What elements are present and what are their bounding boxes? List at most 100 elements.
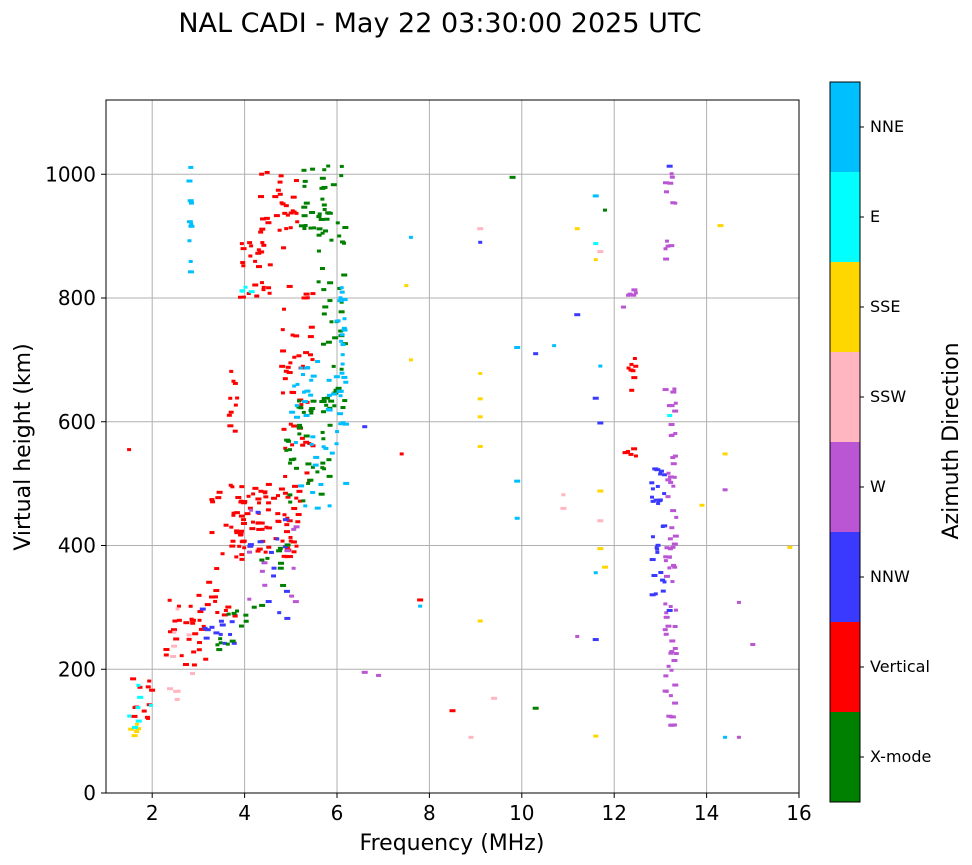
data-cell-x-mode	[324, 403, 329, 407]
data-cell-x-mode	[301, 499, 306, 503]
data-cell-vertical	[234, 529, 240, 533]
data-point-nnw	[592, 396, 599, 400]
data-cell-vertical	[241, 264, 246, 268]
data-cell-vertical	[203, 657, 209, 661]
data-cell-nnw	[209, 625, 215, 629]
data-cell-w	[670, 390, 677, 394]
data-cell-vertical	[226, 413, 232, 417]
data-cell-x-mode	[328, 399, 335, 403]
data-cell-x-mode	[309, 411, 314, 415]
y-tick-label: 1000	[45, 162, 96, 186]
data-cell-w	[671, 484, 676, 488]
data-cell-nne	[293, 441, 298, 445]
data-cell-nnw	[265, 600, 272, 604]
data-cell-vertical	[206, 580, 213, 584]
data-point-sse	[593, 734, 599, 738]
data-cell-w	[630, 293, 637, 297]
data-cell-nne	[338, 296, 343, 300]
data-cell-vertical	[221, 613, 228, 617]
data-point-nnw	[666, 164, 673, 168]
data-cell-nnw	[277, 611, 282, 615]
data-cell-x-mode	[327, 281, 334, 285]
data-cell-x-mode	[288, 458, 295, 462]
data-cell-w	[662, 388, 669, 392]
data-cell-nnw	[257, 540, 264, 544]
data-cell-nne	[289, 410, 296, 414]
data-cell-x-mode	[303, 201, 310, 205]
data-cell-x-mode	[335, 221, 340, 225]
data-cell-nne	[336, 319, 341, 323]
data-cell-nne	[309, 378, 314, 382]
data-cell-x-mode	[338, 310, 345, 314]
data-cell-vertical	[259, 281, 264, 285]
data-cell-vertical	[223, 608, 228, 612]
colorbar-segment	[830, 82, 860, 172]
data-cell-x-mode	[294, 466, 300, 470]
data-cell-vertical	[220, 552, 225, 556]
data-cell-x-mode	[231, 611, 237, 615]
data-point-sse	[404, 284, 409, 288]
data-cell-x-mode	[329, 320, 334, 324]
data-cell-x-mode	[319, 186, 326, 190]
data-cell-nnw	[662, 473, 668, 477]
data-cell-x-mode	[215, 643, 220, 647]
data-cell-vertical	[286, 519, 293, 523]
data-point-nne	[418, 604, 423, 608]
data-cell-vertical	[286, 371, 293, 375]
data-cell-vertical	[288, 422, 293, 426]
data-cell-nnw	[218, 619, 224, 623]
data-cell-nnw	[275, 537, 280, 541]
data-cell-w	[672, 534, 679, 538]
data-point-nnw	[592, 638, 599, 642]
data-cell-x-mode	[324, 396, 330, 400]
data-point-nnw	[666, 608, 673, 612]
data-point-nne	[552, 344, 557, 348]
data-cell-x-mode	[339, 174, 344, 178]
data-cell-vertical	[216, 490, 223, 494]
data-point-vertical	[417, 598, 424, 602]
data-cell-w	[663, 674, 669, 678]
data-cell-w	[670, 201, 676, 205]
data-cell-nnw	[282, 545, 288, 549]
data-cell-nne	[339, 286, 344, 290]
data-cell-x-mode	[303, 224, 308, 228]
data-point-ssw	[491, 696, 498, 700]
data-cell-w	[668, 694, 673, 698]
data-cell-nne	[295, 382, 300, 386]
data-cell-vertical	[246, 291, 251, 295]
data-cell-x-mode	[320, 231, 325, 235]
data-cell-nne	[294, 404, 299, 408]
data-cell-vertical	[288, 226, 293, 230]
data-cell-vertical	[254, 294, 260, 298]
data-cell-nnw	[271, 574, 277, 578]
data-cell-vertical	[238, 295, 243, 299]
data-cell-vertical	[266, 526, 273, 530]
data-cell-x-mode	[322, 305, 329, 309]
data-point-nne	[723, 735, 728, 739]
data-cell-e	[131, 725, 138, 729]
data-cell-nnw	[653, 592, 658, 596]
data-point-sse	[477, 415, 483, 419]
data-cell-vertical	[307, 353, 313, 357]
data-cell-x-mode	[315, 470, 320, 474]
data-cell-x-mode	[340, 406, 346, 410]
data-cell-vertical	[163, 653, 169, 657]
data-cell-nne	[309, 442, 314, 446]
data-cell-x-mode	[321, 203, 327, 207]
data-point-nne	[514, 516, 520, 520]
data-cell-w	[673, 652, 679, 656]
data-cell-x-mode	[317, 212, 322, 216]
data-cell-vertical	[296, 354, 302, 358]
data-cell-e	[239, 289, 245, 293]
data-cell-ssw	[172, 630, 177, 634]
data-cell-vertical	[275, 188, 281, 192]
data-cell-vertical	[294, 544, 299, 548]
data-cell-nne	[304, 366, 311, 370]
data-cell-vertical	[240, 247, 247, 251]
data-cell-vertical	[283, 474, 288, 478]
x-tick-label: 8	[423, 801, 436, 825]
data-cell-vertical	[253, 259, 258, 263]
data-cell-w	[667, 537, 673, 541]
data-cell-x-mode	[229, 639, 236, 643]
data-cell-nne	[334, 442, 339, 446]
